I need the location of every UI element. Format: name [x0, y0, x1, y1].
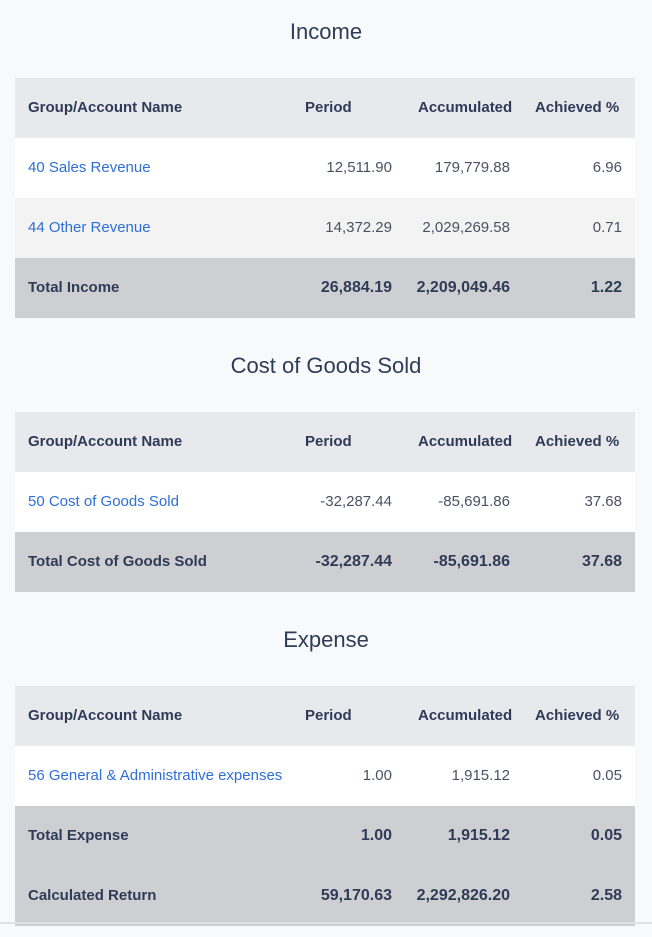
header-achieved: Achieved % [535, 99, 620, 116]
account-link-general-administrative[interactable]: 56 General & Administrative expenses [28, 767, 283, 784]
header-period: Period [305, 707, 352, 724]
header-accumulated: Accumulated [418, 707, 513, 724]
income-title: Income [289, 19, 363, 44]
total-accumulated: -85,691.86 [433, 553, 510, 570]
table-header: Group/Account Name Period Accumulated Ac… [15, 412, 635, 472]
header-accumulated: Accumulated [418, 99, 513, 116]
calculated-return-row: Calculated Return 59,170.63 2,292,826.20… [15, 866, 635, 926]
total-achieved: 0.05 [590, 827, 622, 844]
total-label: Total Expense [28, 827, 129, 844]
income-table: Group/Account Name Period Accumulated Ac… [15, 78, 635, 318]
period-value: 14,372.29 [325, 219, 392, 236]
total-achieved: 1.22 [590, 279, 622, 296]
achieved-value: 0.71 [592, 219, 622, 236]
cogs-title: Cost of Goods Sold [230, 353, 422, 378]
table-header: Group/Account Name Period Accumulated Ac… [15, 686, 635, 746]
header-period: Period [305, 99, 352, 116]
period-value: 1.00 [362, 767, 392, 784]
total-row: Total Cost of Goods Sold -32,287.44 -85,… [15, 532, 635, 592]
total-row: Total Expense 1.00 1,915.12 0.05 [15, 806, 635, 866]
header-account-name: Group/Account Name [28, 99, 183, 116]
expense-table: Group/Account Name Period Accumulated Ac… [15, 686, 635, 926]
calculated-return-period: 59,170.63 [320, 887, 392, 904]
accumulated-value: 179,779.88 [434, 159, 510, 176]
calculated-return-achieved: 2.58 [590, 887, 622, 904]
total-period: -32,287.44 [315, 553, 392, 570]
header-achieved: Achieved % [535, 433, 620, 450]
page-bottom-divider [0, 922, 652, 924]
period-value: -32,287.44 [320, 493, 392, 510]
total-accumulated: 2,209,049.46 [416, 279, 510, 296]
accumulated-value: 2,029,269.58 [422, 219, 510, 236]
header-account-name: Group/Account Name [28, 433, 183, 450]
account-link-other-revenue[interactable]: 44 Other Revenue [28, 219, 151, 236]
accumulated-value: -85,691.86 [438, 493, 510, 510]
table-row: 44 Other Revenue 14,372.29 2,029,269.58 … [15, 198, 635, 258]
header-accumulated: Accumulated [418, 433, 513, 450]
total-label: Total Income [28, 279, 120, 296]
accumulated-value: 1,915.12 [451, 767, 510, 784]
table-row: 50 Cost of Goods Sold -32,287.44 -85,691… [15, 472, 635, 532]
expense-title: Expense [283, 627, 369, 652]
account-link-sales-revenue[interactable]: 40 Sales Revenue [28, 159, 151, 176]
table-row: 40 Sales Revenue 12,511.90 179,779.88 6.… [15, 138, 635, 198]
cogs-table: Group/Account Name Period Accumulated Ac… [15, 412, 635, 592]
total-period: 1.00 [360, 827, 392, 844]
table-row: 56 General & Administrative expenses 1.0… [15, 746, 635, 806]
achieved-value: 0.05 [592, 767, 622, 784]
period-value: 12,511.90 [326, 159, 392, 176]
total-achieved: 37.68 [581, 553, 622, 570]
achieved-value: 6.96 [592, 159, 622, 176]
header-account-name: Group/Account Name [28, 707, 183, 724]
achieved-value: 37.68 [584, 493, 622, 510]
header-achieved: Achieved % [535, 707, 620, 724]
calculated-return-label: Calculated Return [28, 887, 157, 904]
total-label: Total Cost of Goods Sold [28, 553, 207, 570]
table-header: Group/Account Name Period Accumulated Ac… [15, 78, 635, 138]
header-period: Period [305, 433, 352, 450]
account-link-cost-of-goods-sold[interactable]: 50 Cost of Goods Sold [28, 493, 179, 510]
total-accumulated: 1,915.12 [447, 827, 510, 844]
total-period: 26,884.19 [320, 279, 392, 296]
calculated-return-accumulated: 2,292,826.20 [416, 887, 510, 904]
total-row: Total Income 26,884.19 2,209,049.46 1.22 [15, 258, 635, 318]
